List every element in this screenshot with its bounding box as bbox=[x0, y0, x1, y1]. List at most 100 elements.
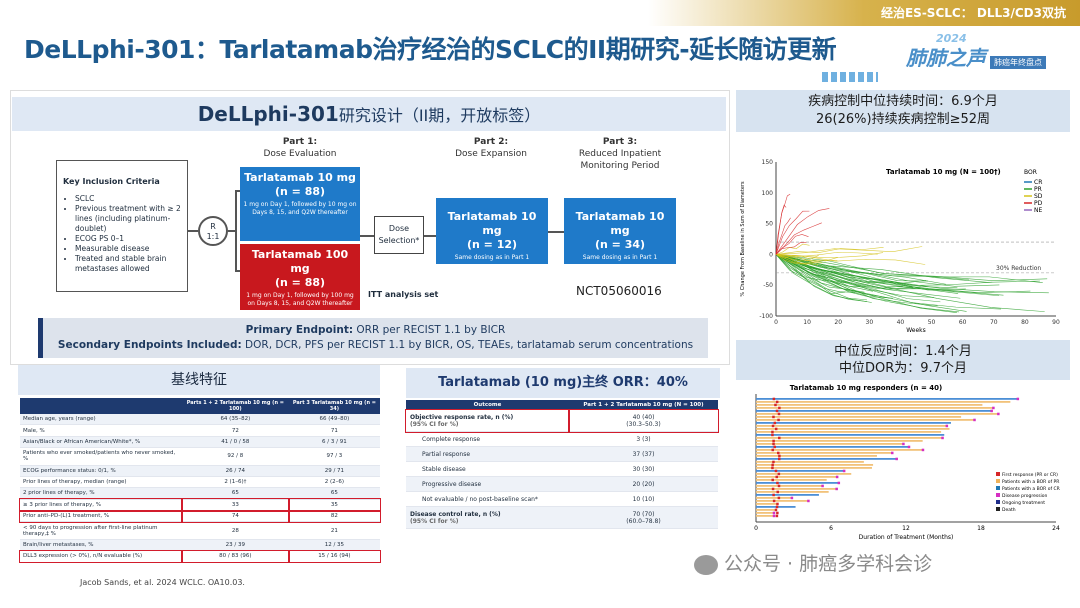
table-row: Prior lines of therapy, median (range) 2 … bbox=[20, 476, 380, 489]
progression-marker bbox=[973, 418, 976, 422]
legend-title: BOR bbox=[1024, 169, 1037, 176]
series-line bbox=[775, 254, 856, 293]
criteria-list: SCLCPrevious treatment with ≥ 2 lines (i… bbox=[63, 194, 181, 274]
series-line bbox=[775, 204, 787, 255]
x-tick-label: 90 bbox=[1052, 319, 1060, 326]
swimmer-bar bbox=[756, 500, 810, 502]
response-marker bbox=[777, 412, 781, 416]
x-tick-label: 40 bbox=[897, 319, 905, 326]
y-tick-label: 100 bbox=[762, 190, 774, 197]
table-header: Part 3 Tarlatamab 10 mg (n = 34) bbox=[288, 398, 380, 414]
chart-title: Tarlatamab 10 mg (N = 100†) bbox=[886, 168, 1001, 176]
series-line bbox=[775, 254, 808, 266]
swimmer-bar bbox=[756, 425, 948, 427]
table-row: Brain/liver metastases, % 23 / 39 12 / 35 bbox=[20, 539, 380, 552]
legend-item: Patients with a BOR of CR bbox=[1002, 486, 1060, 492]
response-marker bbox=[772, 415, 775, 419]
y-tick-label: -50 bbox=[763, 282, 773, 289]
progression-marker bbox=[807, 499, 810, 503]
endpoints-box: Primary Endpoint: ORR per RECIST 1.1 by … bbox=[38, 318, 708, 358]
itt-label: ITT analysis set bbox=[368, 290, 439, 299]
response-marker bbox=[774, 469, 778, 473]
response-marker bbox=[776, 490, 779, 494]
series-line bbox=[775, 254, 867, 302]
progression-marker bbox=[921, 448, 925, 452]
logo: 2024 肺肺之声 肺癌年终盘点 bbox=[906, 32, 1056, 70]
response-marker bbox=[774, 403, 777, 407]
dose-selection-box: Dose Selection* bbox=[374, 216, 424, 254]
series-line bbox=[775, 252, 878, 258]
series-line bbox=[775, 217, 791, 255]
table-row: Disease control rate, n (%) (95% CI for %… bbox=[406, 506, 718, 529]
response-marker bbox=[778, 406, 781, 410]
progression-marker bbox=[902, 442, 905, 446]
swimmer-bar bbox=[756, 422, 951, 424]
y-tick-label: 150 bbox=[762, 159, 774, 166]
swimmer-bar bbox=[756, 416, 962, 418]
response-marker bbox=[771, 430, 774, 434]
legend-item: Patients with a BOR of PR bbox=[1002, 479, 1059, 485]
response-marker bbox=[776, 502, 779, 506]
table-row: DLL3 expression (> 0%), n/N evaluable (%… bbox=[19, 549, 382, 564]
swimmer-bar bbox=[756, 488, 838, 490]
series-line bbox=[775, 210, 810, 255]
swimmer-bar bbox=[756, 470, 845, 472]
legend-item: Death bbox=[1002, 507, 1016, 513]
table-row: Median age, years (range) 64 (35–82) 66 (4… bbox=[20, 414, 380, 426]
progression-marker bbox=[842, 469, 846, 473]
progression-marker bbox=[891, 451, 894, 455]
table-row: ≥ 3 prior lines of therapy, % 33 35 bbox=[19, 498, 382, 512]
swimmer-bar bbox=[756, 485, 824, 487]
table-row: Not evaluable / no post-baseline scan* 10… bbox=[406, 491, 718, 507]
series-line bbox=[775, 254, 838, 263]
y-axis-label: % Change From Baseline in Sum of Diamete… bbox=[740, 181, 746, 297]
arm-10mg: Tarlatamab 10 mg (n = 88) 1 mg on Day 1, f… bbox=[240, 167, 360, 241]
table-row: Stable disease 30 (30) bbox=[406, 461, 718, 477]
x-tick-label: 20 bbox=[834, 319, 842, 326]
response-marker bbox=[772, 499, 776, 503]
series-line bbox=[775, 242, 807, 255]
legend-item: NE bbox=[1034, 207, 1042, 214]
response-marker bbox=[777, 457, 781, 461]
x-tick-label: 80 bbox=[1021, 319, 1029, 326]
response-marker bbox=[775, 400, 779, 404]
swimmer-bar bbox=[756, 515, 775, 517]
table-header: Part 1 + 2 Tarlatamab 10 mg (N = 100) bbox=[568, 400, 718, 410]
swimmer-bar bbox=[756, 476, 838, 478]
criteria-item: Previous treatment with ≥ 2 lines (inclu… bbox=[75, 204, 181, 234]
top-banner: 经治ES-SCLC： DLL3/CD3双抗 bbox=[0, 0, 1080, 26]
response-marker bbox=[777, 451, 780, 455]
progression-marker bbox=[941, 436, 944, 440]
table-row: Patients who ever smoked/patients who ne… bbox=[20, 447, 380, 466]
response-marker bbox=[772, 460, 775, 464]
citation: Jacob Sands, et al. 2024 WCLC. OA10.03. bbox=[80, 578, 245, 587]
progression-marker bbox=[907, 445, 911, 449]
table-header bbox=[20, 398, 182, 414]
x-tick-label: 70 bbox=[990, 319, 998, 326]
annotation: 30% Reduction bbox=[996, 265, 1041, 272]
series-line bbox=[775, 243, 810, 255]
series-line bbox=[775, 254, 914, 288]
swimmer-bar bbox=[756, 428, 950, 430]
swimmer-bar bbox=[756, 512, 775, 514]
swimmer-bar bbox=[756, 455, 877, 457]
response-marker bbox=[772, 442, 775, 446]
x-tick-label: 50 bbox=[928, 319, 936, 326]
progression-marker bbox=[835, 475, 839, 479]
swimmer-bar bbox=[756, 443, 905, 445]
baseline-table: Parts 1 + 2 Tarlatamab 10 mg (n = 100) Pa… bbox=[19, 398, 382, 564]
x-tick-label: 24 bbox=[1052, 525, 1060, 532]
table-header: Outcome bbox=[406, 400, 569, 410]
series-line bbox=[775, 208, 830, 255]
x-tick-label: 10 bbox=[803, 319, 811, 326]
series-line bbox=[775, 254, 819, 266]
swimmer-bar bbox=[756, 437, 944, 439]
swimmer-bar bbox=[756, 458, 898, 460]
legend-swatch bbox=[996, 493, 1000, 497]
wechat-icon bbox=[694, 554, 718, 575]
criteria-item: Treated and stable brain metastases allo… bbox=[75, 254, 181, 274]
response-marker bbox=[778, 454, 781, 458]
y-tick-label: 50 bbox=[765, 221, 773, 228]
series-line bbox=[775, 254, 1048, 282]
